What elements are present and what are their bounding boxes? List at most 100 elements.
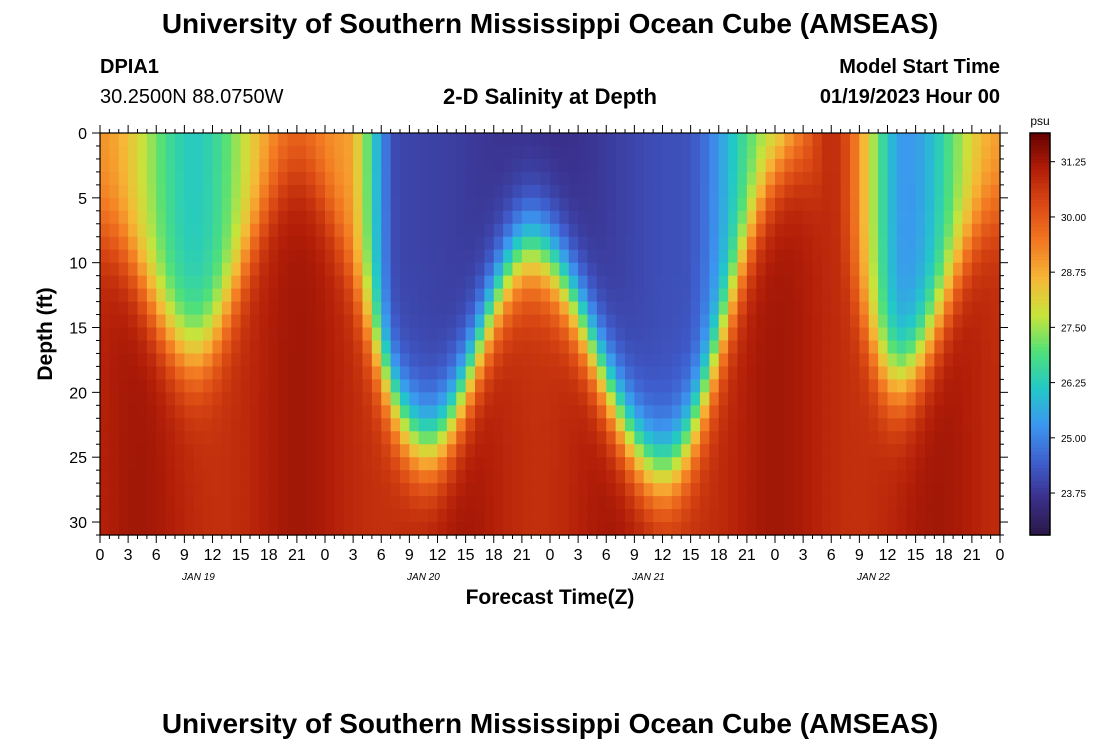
heatmap-cell	[812, 197, 823, 212]
heatmap-cell	[737, 275, 748, 290]
heatmap-cell	[437, 327, 448, 342]
heatmap-cell	[550, 314, 560, 329]
heatmap-cell	[868, 431, 879, 445]
heatmap-cell	[409, 133, 420, 147]
heatmap-cell	[128, 509, 139, 523]
heatmap-cell	[803, 327, 814, 342]
heatmap-cell	[671, 133, 682, 147]
heatmap-cell	[568, 210, 579, 225]
heatmap-cell	[306, 444, 317, 458]
x-tick-label: 0	[321, 547, 330, 564]
heatmap-cell	[156, 340, 167, 355]
heatmap-cell	[118, 133, 129, 147]
heatmap-cell	[728, 418, 739, 432]
colorbar-segment	[1030, 478, 1050, 482]
heatmap-cell	[296, 171, 307, 186]
colorbar-segment	[1030, 193, 1050, 198]
heatmap-cell	[615, 288, 626, 303]
heatmap-cell	[156, 366, 167, 380]
heatmap-cell	[550, 327, 560, 342]
heatmap-cell	[868, 210, 879, 225]
heatmap-cell	[559, 522, 570, 536]
heatmap-cell	[400, 223, 410, 238]
heatmap-cell	[906, 223, 917, 238]
heatmap-cell	[690, 457, 701, 471]
heatmap-cell	[184, 379, 195, 393]
heatmap-cell	[250, 314, 260, 329]
heatmap-cell	[165, 249, 176, 264]
heatmap-cell	[793, 184, 804, 199]
heatmap-cell	[662, 431, 673, 445]
heatmap-cell	[175, 327, 185, 342]
heatmap-cell	[296, 223, 307, 238]
heatmap-cell	[578, 223, 589, 238]
heatmap-cell	[700, 509, 710, 523]
heatmap-cell	[793, 288, 804, 303]
heatmap-cell	[615, 496, 626, 510]
heatmap-cell	[700, 184, 710, 199]
heatmap-cell	[371, 366, 382, 380]
heatmap-cell	[906, 522, 917, 536]
heatmap-cell	[128, 340, 139, 355]
heatmap-cell	[531, 353, 542, 368]
heatmap-cell	[756, 418, 767, 432]
heatmap-cell	[287, 457, 298, 471]
heatmap-cell	[615, 223, 626, 238]
heatmap-cell	[540, 522, 551, 536]
heatmap-cell	[887, 366, 898, 380]
heatmap-cell	[100, 133, 110, 147]
heatmap-cell	[484, 405, 495, 419]
heatmap-cell	[156, 236, 167, 251]
heatmap-cell	[540, 444, 551, 458]
heatmap-cell	[981, 314, 992, 329]
heatmap-cell	[587, 418, 598, 432]
heatmap-cell	[850, 418, 860, 432]
heatmap-cell	[381, 249, 392, 264]
heatmap-cell	[531, 171, 542, 186]
heatmap-cell	[165, 158, 176, 173]
heatmap-cell	[184, 470, 195, 484]
heatmap-cell	[475, 353, 485, 368]
heatmap-cell	[859, 314, 870, 329]
heatmap-cell	[484, 483, 495, 497]
heatmap-cell	[362, 392, 373, 406]
heatmap-cell	[437, 522, 448, 536]
heatmap-cell	[821, 133, 832, 147]
heatmap-cell	[850, 301, 860, 316]
heatmap-cell	[475, 197, 485, 212]
heatmap-cell	[943, 496, 954, 510]
heatmap-cell	[371, 210, 382, 225]
page-title: University of Southern Mississippi Ocean…	[161, 8, 939, 39]
heatmap-cell	[428, 431, 439, 445]
heatmap-cell	[493, 457, 504, 471]
x-tick-label: 12	[204, 547, 222, 564]
heatmap-cell	[634, 509, 645, 523]
colorbar-segment	[1030, 143, 1050, 147]
heatmap-cell	[981, 301, 992, 316]
heatmap-cell	[231, 340, 242, 355]
x-tick-label: 15	[232, 547, 250, 564]
heatmap-cell	[156, 392, 167, 406]
heatmap-cell	[784, 236, 795, 251]
heatmap-cell	[315, 210, 326, 225]
heatmap-cell	[990, 275, 1001, 290]
heatmap-cell	[878, 145, 889, 160]
heatmap-cell	[718, 236, 729, 251]
heatmap-cell	[278, 145, 289, 160]
colorbar-frame	[1029, 132, 1051, 536]
heatmap-cell	[859, 327, 870, 342]
heatmap-cell	[325, 197, 335, 212]
heatmap-cell	[175, 145, 185, 160]
heatmap-cell	[756, 366, 767, 380]
heatmap-cell	[390, 210, 401, 225]
heatmap-cell	[128, 314, 139, 329]
heatmap-cell	[409, 197, 420, 212]
heatmap-cell	[503, 197, 514, 212]
heatmap-cell	[475, 496, 485, 510]
heatmap-cell	[446, 301, 457, 316]
heatmap-cell	[681, 392, 692, 406]
station-coords: 30.2500N 88.0750W	[100, 86, 284, 108]
colorbar-segment	[1030, 216, 1050, 221]
heatmap-cell	[840, 301, 851, 316]
heatmap-cell	[306, 171, 317, 186]
